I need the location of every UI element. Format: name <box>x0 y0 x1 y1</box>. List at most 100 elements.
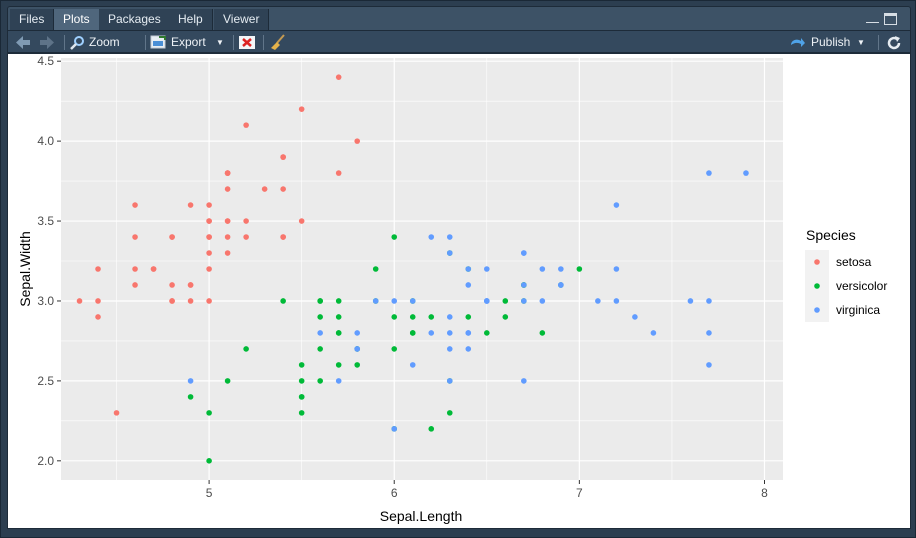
point-setosa <box>169 298 175 304</box>
point-setosa <box>298 218 305 224</box>
legend-key-point <box>814 283 820 289</box>
point-virginica <box>521 298 527 304</box>
point-versicolor <box>354 362 361 368</box>
point-versicolor <box>317 298 323 304</box>
arrow-right-icon[interactable] <box>38 31 58 54</box>
point-versicolor <box>372 266 379 272</box>
point-virginica <box>706 362 712 368</box>
point-setosa <box>95 314 101 320</box>
scatter-plot: 5 6 7 8 2.0 2.5 3.0 3.5 4.0 4.5 Sepal.Length Sep… <box>17 54 887 524</box>
point-setosa <box>335 74 342 80</box>
legend-key-point <box>814 259 820 265</box>
tab-packages[interactable]: Packages <box>99 9 171 30</box>
point-virginica <box>483 266 490 272</box>
point-virginica <box>521 282 527 288</box>
point-setosa <box>243 218 249 224</box>
publish-label: Publish <box>811 35 851 49</box>
point-versicolor <box>298 378 305 384</box>
point-virginica <box>613 266 620 272</box>
point-virginica <box>354 346 361 352</box>
point-versicolor <box>224 378 231 384</box>
clear-plots-button[interactable] <box>269 31 289 54</box>
point-virginica <box>632 314 638 320</box>
point-versicolor <box>502 298 509 304</box>
point-versicolor <box>409 330 416 336</box>
point-virginica <box>706 298 712 304</box>
point-virginica <box>391 426 398 432</box>
legend-key-point <box>814 307 820 313</box>
broom-icon <box>271 34 285 50</box>
point-setosa <box>206 266 212 272</box>
point-virginica <box>539 266 546 272</box>
point-versicolor <box>317 378 323 384</box>
point-setosa <box>224 218 231 224</box>
point-setosa <box>187 282 194 288</box>
export-icon <box>150 35 166 49</box>
maximize-icon[interactable] <box>884 13 897 25</box>
point-setosa <box>187 202 194 208</box>
point-versicolor <box>206 410 212 416</box>
point-setosa <box>169 282 175 288</box>
point-virginica <box>521 378 527 384</box>
point-setosa <box>224 170 231 176</box>
legend-title: Species <box>806 227 856 243</box>
point-setosa <box>261 186 268 192</box>
y-tick-label: 4.5 <box>37 54 54 68</box>
zoom-button[interactable]: Zoom <box>70 31 142 54</box>
point-virginica <box>706 330 712 336</box>
remove-plot-button[interactable] <box>238 31 258 54</box>
point-setosa <box>335 170 342 176</box>
y-tick-label: 2.0 <box>37 454 54 468</box>
point-virginica <box>558 282 564 288</box>
point-versicolor <box>502 314 509 320</box>
point-setosa <box>187 298 194 304</box>
point-setosa <box>132 266 138 272</box>
point-setosa <box>206 298 212 304</box>
arrow-left-icon[interactable] <box>14 31 34 54</box>
point-setosa <box>95 266 101 272</box>
point-virginica <box>391 298 398 304</box>
x-tick-label: 5 <box>206 486 213 500</box>
legend-label-versicolor: versicolor <box>836 279 887 293</box>
minimize-icon[interactable] <box>866 13 879 23</box>
point-virginica <box>650 330 657 336</box>
y-tick-label: 2.5 <box>37 374 54 388</box>
point-versicolor <box>391 314 398 320</box>
point-setosa <box>280 234 286 240</box>
legend-label-setosa: setosa <box>836 255 872 269</box>
point-versicolor <box>391 346 398 352</box>
point-setosa <box>169 234 175 240</box>
tab-files[interactable]: Files <box>10 9 55 30</box>
point-virginica <box>558 266 564 272</box>
point-setosa <box>354 138 361 144</box>
point-virginica <box>465 346 472 352</box>
y-axis-label: Sepal.Width <box>17 231 33 306</box>
export-button[interactable]: Export ▼ <box>150 31 230 54</box>
y-tick-label: 3.5 <box>37 214 54 228</box>
point-versicolor <box>298 362 305 368</box>
point-virginica <box>483 298 490 304</box>
refresh-button[interactable] <box>885 31 905 54</box>
point-setosa <box>280 154 286 160</box>
point-virginica <box>187 378 194 384</box>
zoom-icon <box>70 36 84 50</box>
legend-label-virginica: virginica <box>836 303 880 317</box>
tab-viewer[interactable]: Viewer <box>214 9 270 30</box>
point-versicolor <box>539 330 546 336</box>
y-tick-label: 4.0 <box>37 134 54 148</box>
point-versicolor <box>335 298 342 304</box>
point-virginica <box>465 330 472 336</box>
point-virginica <box>613 202 620 208</box>
point-versicolor <box>335 362 342 368</box>
tab-plots[interactable]: Plots <box>54 9 100 30</box>
export-label: Export <box>171 35 206 49</box>
plot-viewer: 5 6 7 8 2.0 2.5 3.0 3.5 4.0 4.5 Sepal.Length Sep… <box>7 53 911 529</box>
point-versicolor <box>428 426 435 432</box>
point-virginica <box>595 298 601 304</box>
point-versicolor <box>206 458 212 464</box>
publish-button[interactable]: Publish ▼ <box>789 31 869 54</box>
point-virginica <box>465 266 472 272</box>
tab-help[interactable]: Help <box>169 9 213 30</box>
point-virginica <box>613 298 620 304</box>
plot-panel <box>61 58 783 480</box>
